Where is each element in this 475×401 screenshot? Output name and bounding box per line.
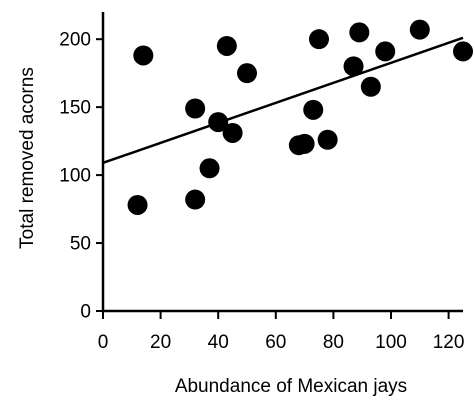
data-point	[237, 63, 257, 84]
y-tick-label: 50	[70, 234, 91, 255]
data-point	[199, 158, 220, 179]
trendline	[102, 36, 464, 165]
data-point	[208, 112, 229, 133]
x-tick-label: 80	[323, 332, 344, 353]
data-point	[309, 29, 329, 50]
x-tick-label: 40	[208, 332, 229, 353]
data-point	[185, 98, 206, 119]
y-tick-label: 0	[80, 302, 91, 323]
x-tick-label: 100	[375, 332, 407, 353]
data-point	[133, 45, 154, 66]
x-tick-label: 0	[98, 332, 109, 353]
data-point	[409, 19, 430, 40]
x-axis-label: Abundance of Mexican jays	[175, 376, 407, 397]
y-axis-label: Total removed acorns	[17, 67, 38, 249]
y-tick-label: 200	[59, 30, 91, 51]
data-point	[349, 22, 370, 43]
x-tick-label: 20	[150, 332, 171, 353]
y-tick-label: 100	[59, 166, 91, 187]
trendline-layer	[102, 36, 464, 165]
points-layer	[127, 19, 473, 215]
data-point	[317, 129, 338, 150]
data-point	[453, 41, 473, 62]
data-point	[343, 56, 364, 77]
data-point	[294, 133, 315, 154]
y-ticks: 0 50 100 150 200	[59, 30, 103, 323]
data-point	[127, 194, 148, 215]
x-tick-label: 60	[265, 332, 286, 353]
data-point	[360, 76, 381, 97]
data-point	[303, 99, 324, 120]
axes: 0 50 100 150 200 0 20 40 60 80 100 120	[59, 12, 464, 353]
data-point	[222, 122, 243, 143]
x-ticks: 0 20 40 60 80 100 120	[98, 311, 465, 353]
data-point	[216, 35, 237, 56]
y-tick-label: 150	[59, 98, 91, 119]
x-tick-label: 120	[433, 332, 465, 353]
data-point	[185, 189, 206, 210]
data-point	[375, 41, 396, 62]
